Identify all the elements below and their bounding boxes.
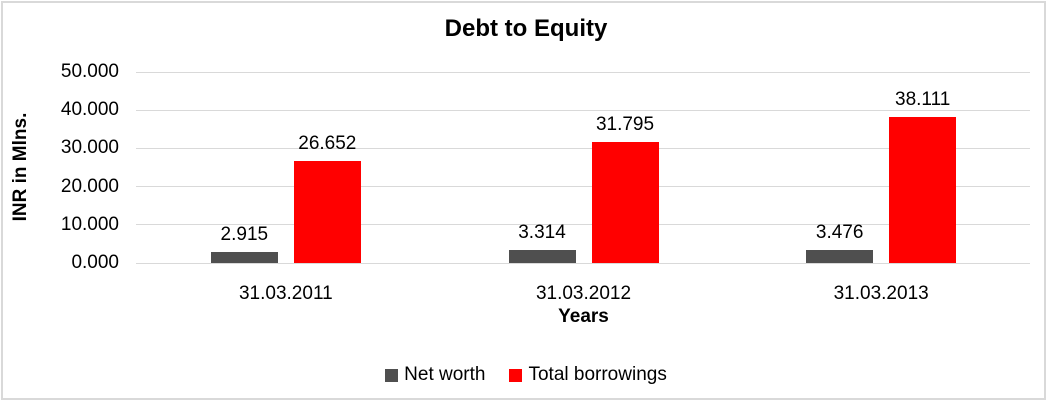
- value-label-total-borrowings-31.03.2011: 26.652: [298, 133, 357, 155]
- gridline-30.000: [136, 147, 1030, 149]
- legend-label-total-borrowings: Total borrowings: [528, 364, 667, 385]
- y-tick-label: 30.000: [60, 137, 119, 159]
- legend-item-net-worth: Net worth: [385, 364, 485, 386]
- x-category-label: 31.03.2011: [238, 283, 333, 304]
- value-label-total-borrowings-31.03.2012: 31.795: [595, 113, 655, 135]
- y-tick-label: 10.000: [60, 213, 119, 235]
- value-label-net-worth-31.03.2011: 2.915: [220, 223, 269, 245]
- bar-net-worth-31.03.2011: [210, 251, 278, 263]
- legend-label-net-worth: Net worth: [404, 364, 486, 385]
- y-tick-label: 20.000: [60, 175, 119, 197]
- x-category-label: 31.03.2012: [535, 283, 632, 304]
- y-tick-label: 0.000: [71, 252, 119, 273]
- bar-total-borrowings-31.03.2011: [293, 161, 361, 263]
- gridline-20.000: [136, 186, 1030, 188]
- bar-net-worth-31.03.2012: [508, 250, 576, 263]
- y-tick-label: 50.000: [60, 61, 119, 82]
- gridline-50.000: [136, 71, 1030, 73]
- gridline-0.000: [136, 262, 1030, 264]
- legend-marker-total-borrowings: [509, 368, 523, 382]
- x-category-label: 31.03.2013: [833, 283, 929, 304]
- bar-total-borrowings-31.03.2012: [591, 141, 659, 263]
- bar-net-worth-31.03.2013: [806, 249, 874, 263]
- gridline-10.000: [136, 224, 1030, 226]
- y-tick-label: 40.000: [60, 99, 119, 121]
- y-axis-title: INR in Mlns.: [10, 112, 31, 222]
- x-axis-title: Years: [558, 306, 609, 327]
- value-label-net-worth-31.03.2012: 3.314: [518, 222, 566, 244]
- plot-area: 2.915 26.652 3.314 31.795 3.476 38.111: [136, 71, 1030, 264]
- value-label-total-borrowings-31.03.2013: 38.111: [895, 89, 951, 111]
- chart-title: Debt to Equity: [444, 15, 608, 42]
- gridline-40.000: [136, 109, 1030, 111]
- bar-total-borrowings-31.03.2013: [889, 117, 957, 263]
- legend: Net worth Total borrowings: [0, 364, 1052, 386]
- legend-marker-net-worth: [385, 368, 399, 382]
- value-label-net-worth-31.03.2013: 3.476: [815, 221, 864, 243]
- legend-item-total-borrowings: Total borrowings: [509, 364, 667, 386]
